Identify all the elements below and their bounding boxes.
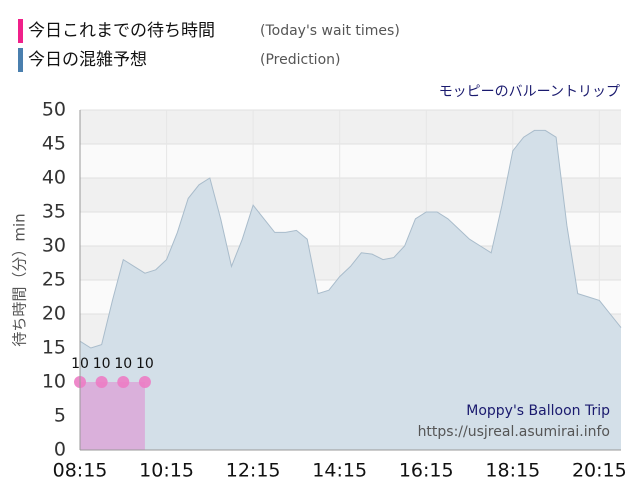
legend-swatch	[18, 19, 23, 43]
x-tick-label: 20:15	[572, 460, 627, 482]
data-label: 10	[136, 356, 154, 372]
y-tick-label: 15	[42, 337, 66, 359]
y-tick-label: 45	[42, 133, 66, 155]
watermark: Moppy's Balloon Trip	[466, 403, 610, 419]
x-tick-label: 16:15	[399, 460, 454, 482]
x-tick-label: 08:15	[53, 460, 108, 482]
y-axis-label: 待ち時間（分）min	[11, 213, 29, 346]
legend-swatch	[18, 48, 23, 72]
data-label: 10	[114, 356, 132, 372]
area	[80, 382, 145, 450]
chart-title: モッピーのバルーントリップ	[439, 84, 620, 100]
x-tick-label: 10:15	[139, 460, 194, 482]
watermark: https://usjreal.asumirai.info	[418, 424, 610, 440]
marker	[95, 376, 108, 388]
legend-label-en: (Prediction)	[260, 52, 340, 68]
legend-label-en: (Today's wait times)	[260, 23, 400, 39]
legend-label: 今日の混雑予想	[28, 50, 147, 70]
y-tick-label: 5	[54, 405, 66, 427]
marker	[117, 376, 130, 388]
y-tick-label: 10	[42, 371, 66, 393]
y-tick-label: 40	[42, 167, 66, 189]
x-tick-label: 14:15	[312, 460, 367, 482]
legend-label: 今日これまでの待ち時間	[28, 21, 215, 41]
y-tick-label: 20	[42, 303, 66, 325]
y-tick-label: 35	[42, 201, 66, 223]
line	[79, 129, 622, 349]
area	[80, 130, 621, 450]
x-tick-label: 18:15	[485, 460, 540, 482]
x-tick-label: 12:15	[226, 460, 281, 482]
y-tick-label: 0	[54, 439, 66, 461]
y-tick-label: 25	[42, 269, 66, 291]
y-tick-label: 50	[42, 99, 66, 121]
data-label: 10	[93, 356, 111, 372]
marker	[138, 376, 151, 388]
y-tick-label: 30	[42, 235, 66, 257]
